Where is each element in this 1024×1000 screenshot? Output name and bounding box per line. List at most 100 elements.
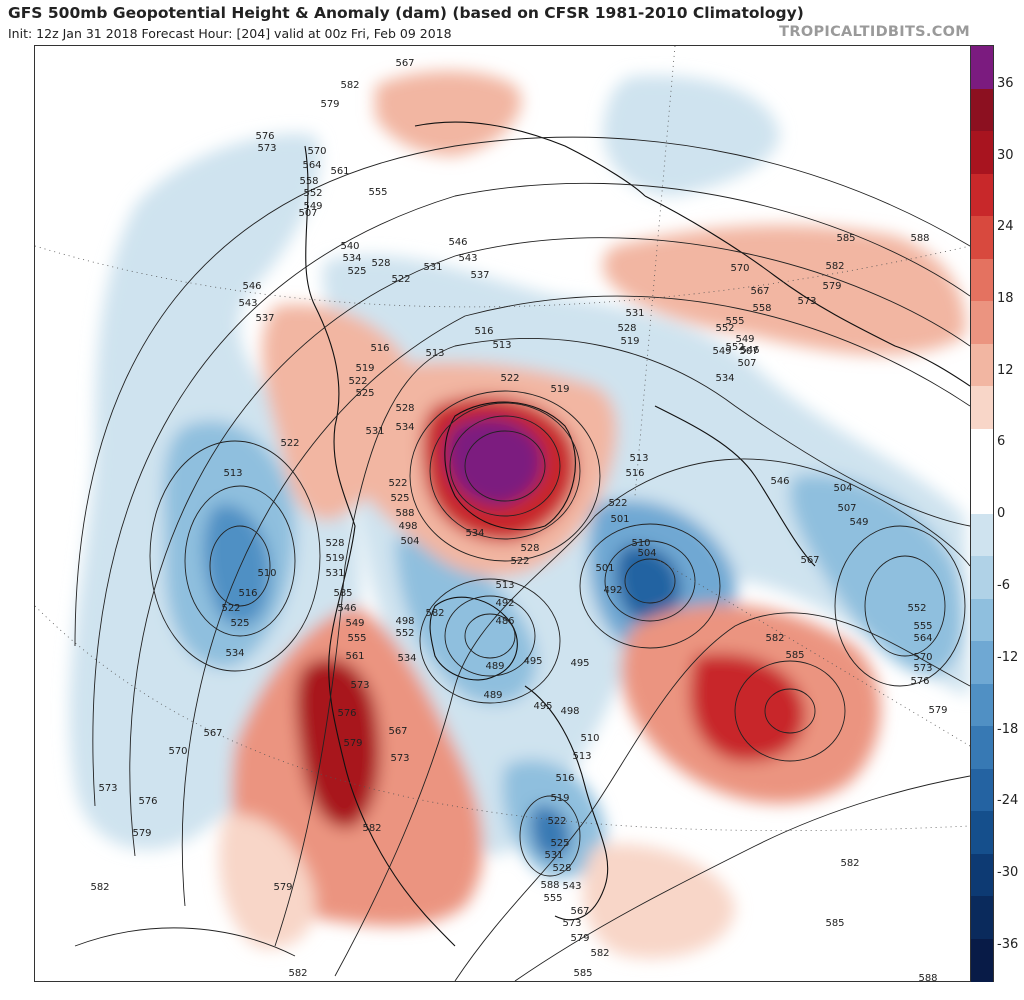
contour-greenland-4 <box>409 390 601 562</box>
contour-label: 552 <box>303 188 322 199</box>
meridian-2 <box>634 545 970 747</box>
contour-label: 588 <box>395 508 414 519</box>
contour-greenland-1 <box>464 430 546 502</box>
contour-label: 525 <box>347 266 366 277</box>
colorbar-segment <box>971 938 993 982</box>
contour-label: 525 <box>550 838 569 849</box>
contour-label: 537 <box>255 313 274 324</box>
contour-label: 579 <box>273 882 292 893</box>
contour-label: 546 <box>740 345 759 356</box>
contour-label: 549 <box>345 618 364 629</box>
contour-hemispheric-9 <box>74 927 296 957</box>
contour-label: 573 <box>562 918 581 929</box>
contour-hemispheric-2 <box>92 182 970 807</box>
siberia-coast <box>414 121 646 197</box>
contour-label: 534 <box>395 422 414 433</box>
colorbar-segment <box>971 853 993 897</box>
contour-label: 522 <box>388 478 407 489</box>
negative-anomaly-atlantic-core <box>615 545 681 624</box>
colorbar-segment <box>971 216 993 259</box>
colorbar-segment <box>971 598 993 642</box>
contour-hemispheric-1 <box>74 136 970 647</box>
contour-label: 504 <box>833 483 852 494</box>
contour-label: 543 <box>458 253 477 264</box>
colorbar-segment <box>971 301 993 344</box>
contour-label: 552 <box>395 628 414 639</box>
contour-label: 531 <box>325 568 344 579</box>
contour-label: 522 <box>280 438 299 449</box>
contour-label: 573 <box>913 663 932 674</box>
contour-label: 528 <box>617 323 636 334</box>
contour-label: 504 <box>400 536 419 547</box>
colorbar-tick-label: 12 <box>997 363 1014 378</box>
contour-label: 582 <box>590 948 609 959</box>
contour-label: 534 <box>397 653 416 664</box>
contour-label: 534 <box>342 253 361 264</box>
contour-label: 585 <box>573 968 592 979</box>
north-america-west-coast <box>304 145 456 947</box>
contour-label: 513 <box>425 348 444 359</box>
latitude-circle-2 <box>35 245 970 308</box>
contour-hemispheric-8 <box>514 775 970 981</box>
contour-label: 579 <box>570 933 589 944</box>
colorbar-tick-label: -36 <box>997 937 1019 952</box>
contour-label: 555 <box>913 621 932 632</box>
contour-label: 570 <box>913 652 932 663</box>
colorbar-segment <box>971 768 993 812</box>
colorbar-segment <box>971 683 993 727</box>
contour-label: 525 <box>390 493 409 504</box>
negative-anomaly-canada <box>395 536 537 704</box>
contour-low-asia <box>864 555 946 657</box>
contour-label: 549 <box>735 334 754 345</box>
contour-label: 561 <box>345 651 364 662</box>
contour-label: 576 <box>910 676 929 687</box>
contour-label: 570 <box>168 746 187 757</box>
contour-label: 588 <box>918 973 937 981</box>
contour-label: 522 <box>221 603 240 614</box>
contour-high-atlantic-2 <box>734 660 846 762</box>
contour-label: 522 <box>391 274 410 285</box>
contour-label: 522 <box>547 816 566 827</box>
contour-label: 582 <box>840 858 859 869</box>
contour-label: 573 <box>98 783 117 794</box>
colorbar-tick-label: -12 <box>997 650 1019 665</box>
contour-label: 519 <box>550 793 569 804</box>
positive-anomaly-west-us-core <box>296 658 380 828</box>
positive-anomaly-central-pacific <box>219 814 316 949</box>
contour-high-atlantic <box>764 688 816 734</box>
contour-label: 528 <box>395 403 414 414</box>
colorbar-tick-label: 24 <box>997 219 1014 234</box>
contour-label: 495 <box>533 701 552 712</box>
contour-hemispheric-4 <box>181 295 970 907</box>
contour-label: 492 <box>603 585 622 596</box>
eurasia-coast <box>644 195 970 387</box>
map-title: GFS 500mb Geopotential Height & Anomaly … <box>8 4 804 22</box>
contour-label: 504 <box>637 548 656 559</box>
colorbar-tick-label: -6 <box>997 578 1010 593</box>
contour-hemispheric-7 <box>454 612 970 981</box>
contour-label: 567 <box>750 286 769 297</box>
contour-label: 513 <box>629 453 648 464</box>
contour-label: 570 <box>730 263 749 274</box>
contour-label: 567 <box>395 58 414 69</box>
negative-anomaly-asia <box>789 474 964 676</box>
contour-label: 573 <box>390 753 409 764</box>
contour-label: 510 <box>580 733 599 744</box>
contour-greenland-3 <box>429 402 581 540</box>
contour-label: 579 <box>822 281 841 292</box>
contour-label: 531 <box>365 426 384 437</box>
contour-label: 579 <box>928 705 947 716</box>
greenland-coast <box>444 401 576 531</box>
negative-anomaly-east-us-core <box>530 805 571 860</box>
contour-label: 516 <box>625 468 644 479</box>
contour-greenland-2 <box>449 415 561 517</box>
contour-label: 576 <box>138 796 157 807</box>
contour-label: 519 <box>620 336 639 347</box>
contour-label: 576 <box>337 708 356 719</box>
contour-label: 579 <box>132 828 151 839</box>
contour-label: 567 <box>570 906 589 917</box>
contour-label: 528 <box>520 543 539 554</box>
colorbar-segment <box>971 641 993 684</box>
contour-label: 513 <box>495 580 514 591</box>
contour-label: 534 <box>465 528 484 539</box>
